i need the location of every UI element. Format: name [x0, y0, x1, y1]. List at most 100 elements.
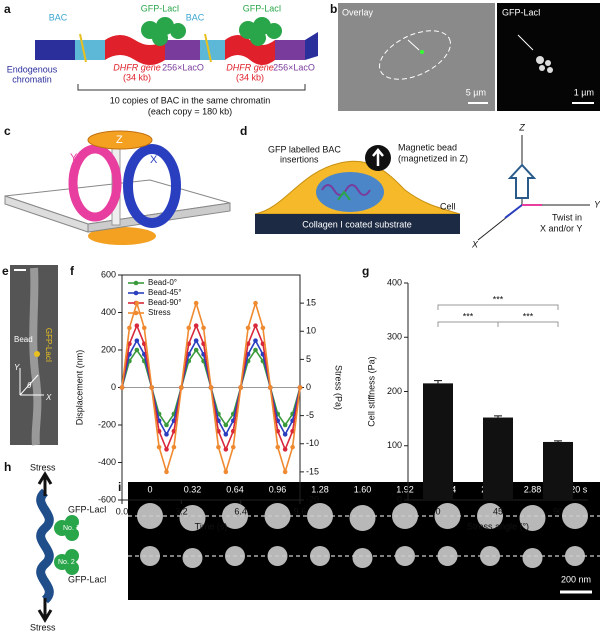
gene-size: (34 kb) [123, 72, 151, 82]
chromatin-label: Endogenous [7, 64, 58, 74]
locus-1 [434, 503, 461, 529]
data-point [282, 432, 288, 437]
y2-tick-label: -5 [306, 410, 314, 420]
y-tick-label: -600 [98, 494, 116, 504]
y-tick-label: 600 [101, 269, 116, 279]
x-tick-label: 6.4 [234, 506, 247, 516]
significance-bracket [497, 321, 559, 327]
y-tick-label: -400 [98, 457, 116, 467]
stress-label: Stress [30, 462, 56, 472]
locus-2 [225, 546, 245, 566]
panel-b: b Overlay GFP-LacI 5 µm 1 µm [330, 2, 600, 111]
data-point [186, 325, 192, 331]
coil-y [68, 144, 122, 222]
bac-segment [200, 40, 225, 60]
y2-tick-label: -10 [306, 438, 319, 448]
locus-1 [562, 503, 588, 529]
gfp-cluster [141, 17, 186, 46]
gene-label: DHFR gene [226, 62, 274, 72]
legend-label: Bead-0° [148, 278, 177, 287]
gfp-cluster [54, 515, 79, 541]
coil-bottom [88, 227, 156, 245]
error-bar [494, 415, 502, 418]
arrow [407, 39, 420, 51]
bracket [77, 84, 306, 91]
error-bar [434, 380, 442, 384]
time-label: 2.88 [524, 484, 542, 494]
coil-x [123, 144, 181, 228]
x-tick-label: 90 [553, 506, 563, 516]
bead-label: Bead [14, 335, 33, 344]
image-title: GFP-LacI [502, 7, 541, 17]
data-point [201, 325, 206, 331]
panel-d: d Collagen I coated substrate Cell GFP l… [240, 122, 600, 249]
data-point [223, 447, 229, 452]
locus-2 [182, 548, 203, 568]
data-point [275, 444, 281, 450]
bead-label: (magnetized in Z) [398, 153, 468, 163]
data-point [253, 300, 258, 306]
legend-label: Bead-90° [148, 298, 181, 307]
gfp-spots [536, 56, 553, 73]
y-axis-title: Displacement (nm) [74, 350, 84, 426]
data-point [134, 347, 140, 353]
twist-label: X and/or Y [540, 223, 582, 233]
data-point [268, 385, 273, 390]
y2-tick-label: -15 [306, 466, 319, 476]
data-point [164, 469, 169, 475]
data-point [253, 347, 258, 353]
laco-label: 256×LacO [273, 62, 315, 72]
locus-1 [519, 505, 546, 531]
coil-top [87, 130, 153, 150]
bac-segment [75, 40, 105, 60]
data-point [230, 444, 236, 450]
gene-size: (34 kb) [236, 72, 264, 82]
locus-2 [522, 548, 543, 568]
axis [19, 374, 39, 396]
stress-arrow [37, 471, 53, 496]
y2-tick-label: 15 [306, 298, 316, 308]
panel-label: d [240, 124, 247, 138]
data-point [193, 347, 199, 353]
gfp-label: insertions [280, 154, 319, 164]
data-point [253, 323, 258, 328]
panel-i: i 200 nm 00.320.640.961.281.601.922.242.… [118, 480, 600, 600]
x-axis-title: Time (s) [195, 521, 228, 531]
stress-label: Stress [30, 622, 56, 632]
data-point [223, 469, 229, 475]
data-point [134, 323, 140, 328]
bar [543, 441, 573, 500]
y-tick-label: 100 [387, 440, 402, 450]
image-strip [128, 482, 600, 600]
caption: (each copy = 180 kb) [148, 106, 232, 116]
y-tick-label: 400 [101, 307, 116, 317]
data-point [208, 385, 214, 390]
image-title: Overlay [342, 7, 374, 17]
locus-1 [349, 505, 376, 531]
break-mark [79, 33, 87, 63]
x-tick-label: 45 [493, 506, 503, 516]
legend-label: Stress [148, 308, 171, 317]
axis-label: Y [14, 363, 20, 372]
x-axis-title: Stress angle (°) [467, 521, 529, 531]
data-point [223, 432, 229, 437]
data-point [193, 300, 199, 306]
data-point [119, 385, 125, 390]
data-point [282, 422, 288, 428]
data-point [253, 338, 258, 343]
data-point [134, 300, 140, 306]
gfp-label: GFP-LacI [68, 574, 107, 584]
x-tick-label: 0.0 [116, 506, 129, 516]
panel-label: c [4, 124, 11, 138]
data-point [290, 444, 295, 450]
substrate-label: Collagen I coated substrate [302, 219, 412, 229]
data-point [127, 325, 132, 331]
y2-axis-title: Stress (Pa) [334, 365, 344, 410]
arrow [517, 34, 534, 51]
data-point [179, 385, 184, 390]
axis-label: Y [70, 152, 78, 164]
gfp-spot [34, 351, 40, 357]
locus-2 [352, 548, 373, 568]
chromatin [36, 488, 54, 604]
locus-1 [137, 503, 163, 529]
